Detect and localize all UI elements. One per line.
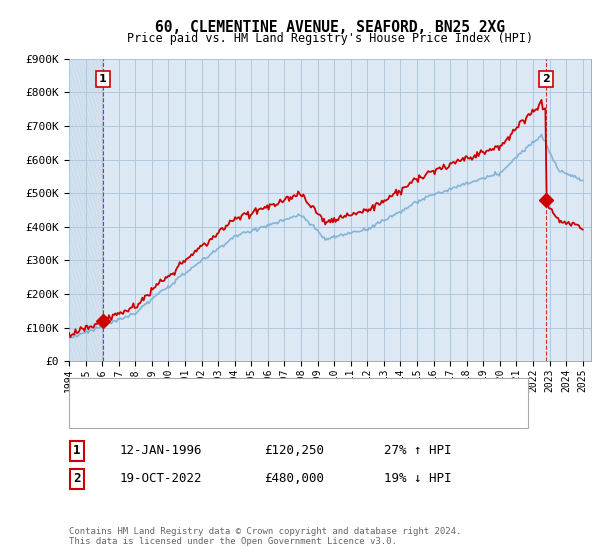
Text: Contains HM Land Registry data © Crown copyright and database right 2024.
This d: Contains HM Land Registry data © Crown c…: [69, 526, 461, 546]
Text: HPI: Average price, detached house, Lewes: HPI: Average price, detached house, Lewe…: [108, 409, 385, 419]
Text: 60, CLEMENTINE AVENUE, SEAFORD, BN25 2XG: 60, CLEMENTINE AVENUE, SEAFORD, BN25 2XG: [155, 20, 505, 35]
Text: 60, CLEMENTINE AVENUE, SEAFORD, BN25 2XG (detached house): 60, CLEMENTINE AVENUE, SEAFORD, BN25 2XG…: [108, 387, 493, 397]
Text: £480,000: £480,000: [264, 472, 324, 486]
Text: 1: 1: [73, 444, 80, 458]
Text: 1: 1: [99, 74, 107, 84]
Text: £120,250: £120,250: [264, 444, 324, 458]
Text: 19% ↓ HPI: 19% ↓ HPI: [384, 472, 452, 486]
Text: 27% ↑ HPI: 27% ↑ HPI: [384, 444, 452, 458]
Text: Price paid vs. HM Land Registry's House Price Index (HPI): Price paid vs. HM Land Registry's House …: [127, 32, 533, 45]
Text: 12-JAN-1996: 12-JAN-1996: [120, 444, 203, 458]
Text: 2: 2: [73, 472, 80, 486]
Text: 2: 2: [542, 74, 550, 84]
Text: 19-OCT-2022: 19-OCT-2022: [120, 472, 203, 486]
